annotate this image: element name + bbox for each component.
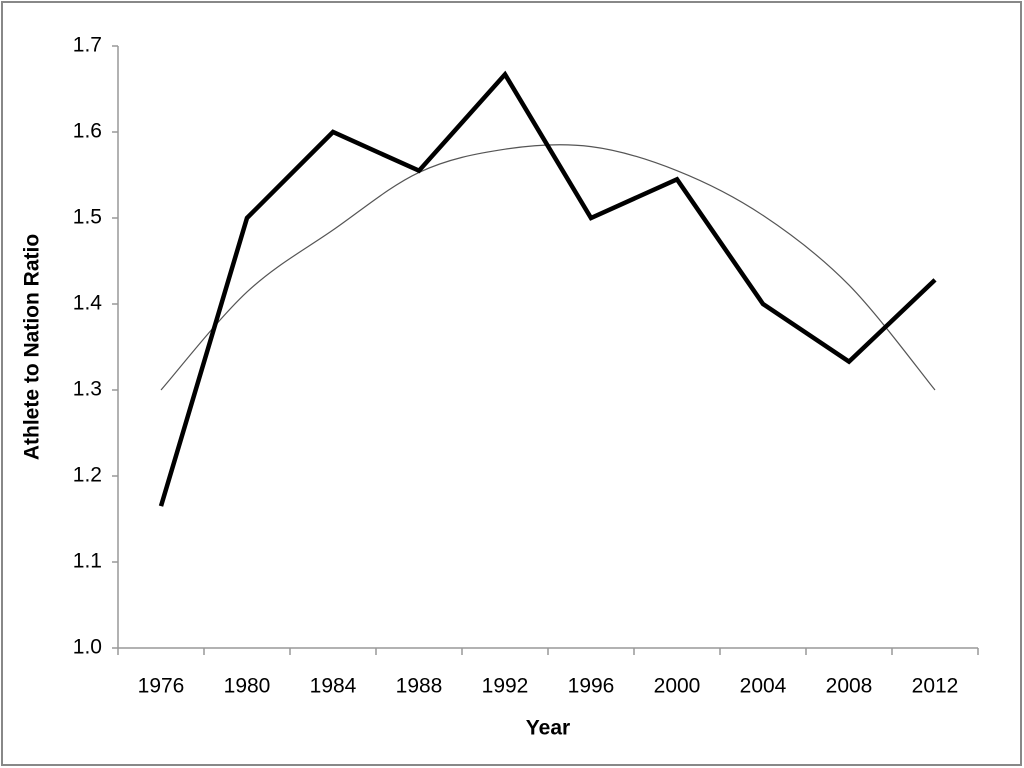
y-tick-label: 1.4: [73, 292, 103, 315]
y-tick-label: 1.5: [73, 206, 102, 229]
y-tick-label: 1.1: [73, 550, 102, 573]
data-line: [158, 70, 937, 507]
x-tick-label: 1988: [396, 675, 443, 698]
x-tick-label: 1996: [568, 675, 615, 698]
x-tick-label: 1980: [224, 675, 271, 698]
x-axis-title: Year: [526, 717, 570, 740]
trend-line: [160, 144, 936, 391]
x-tick-label: 2004: [740, 675, 787, 698]
x-tick-label: 1984: [310, 675, 357, 698]
x-tick-label: 2000: [654, 675, 701, 698]
y-tick-label: 1.0: [73, 636, 102, 659]
x-tick-label: 2008: [826, 675, 873, 698]
x-tick-label: 1992: [482, 675, 529, 698]
x-tick-label: 2012: [912, 675, 959, 698]
x-tick-label: 1976: [138, 675, 185, 698]
y-tick-label: 1.3: [73, 378, 102, 401]
y-tick-label: 1.6: [73, 120, 102, 143]
y-tick-label: 1.2: [73, 464, 102, 487]
y-axis-title: Athlete to Nation Ratio: [21, 234, 44, 460]
y-tick-label: 1.7: [73, 34, 102, 57]
